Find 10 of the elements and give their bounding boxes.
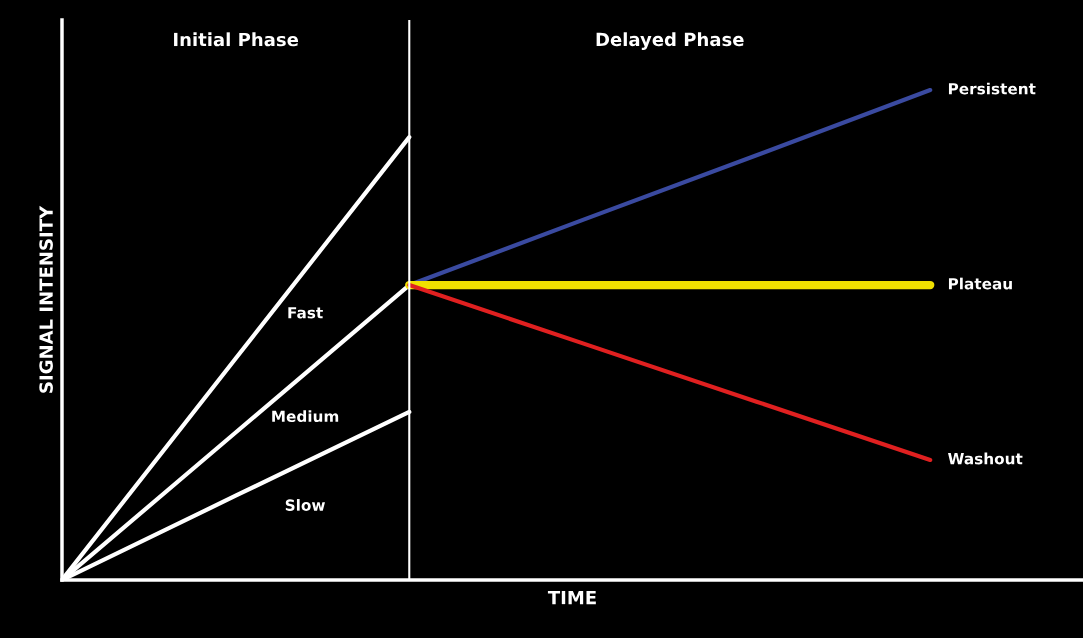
series-label: Plateau	[948, 277, 1012, 290]
text: Delayed Phase	[596, 32, 744, 50]
series-label: Washout	[948, 452, 1023, 465]
y-axis-title: SIGNAL INTENSITY	[39, 205, 53, 393]
text: Initial Phase	[174, 32, 299, 47]
series-label: Fast	[288, 307, 323, 319]
x-axis-title: TIME	[547, 590, 596, 605]
series-label: Persistent	[948, 82, 1036, 95]
series-label: Slow	[285, 499, 325, 511]
series-label: Medium	[272, 410, 339, 423]
